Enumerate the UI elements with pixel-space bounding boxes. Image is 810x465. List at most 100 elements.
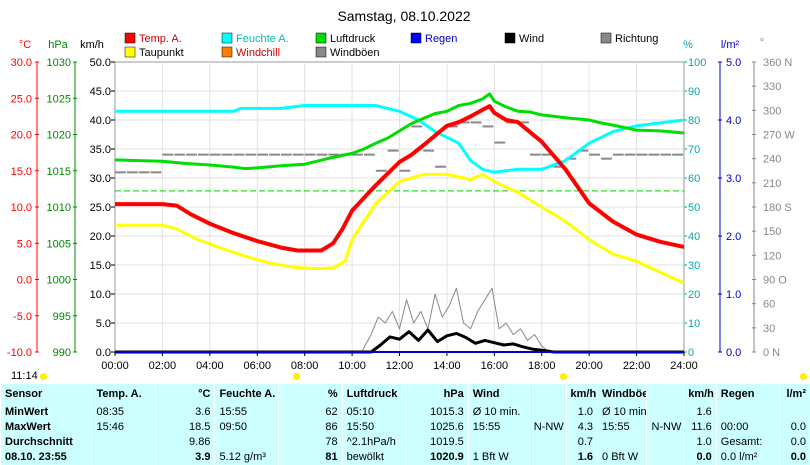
legend-swatch bbox=[315, 32, 327, 44]
stats-cell: 15:55 bbox=[214, 404, 278, 420]
stats-cell: 0 Bft W bbox=[597, 449, 647, 465]
stats-body: MinWert 08:35 3.6 15:55 62 05:10 1015.3 Ø 10 mi… bbox=[0, 404, 810, 465]
stats-cell: Ø 10 min. bbox=[467, 404, 530, 420]
stats-cell: ^2.1hPa/h bbox=[341, 434, 406, 450]
series-line-wind bbox=[115, 328, 684, 354]
axis-unit-label: ° bbox=[760, 37, 764, 49]
stats-cell: 15:55 bbox=[467, 419, 530, 435]
legend-label: Feuchte A. bbox=[236, 33, 289, 45]
stats-cell: 86 bbox=[277, 419, 343, 435]
y-tick-label: 35.0 bbox=[90, 144, 111, 156]
axis-unit-label: °C bbox=[19, 39, 31, 51]
y-tick-label: 270 W bbox=[763, 130, 795, 142]
legend-label: Wind bbox=[519, 33, 544, 45]
legend-label: Regen bbox=[425, 33, 457, 45]
stats-header: Temp. A. bbox=[91, 384, 156, 405]
y-tick-label: 2.0 bbox=[726, 231, 741, 243]
status-marker bbox=[800, 373, 807, 380]
stats-cell: 1015.3 bbox=[404, 404, 469, 420]
y-tick-label: 120 bbox=[763, 250, 781, 262]
y-tick-label: 0.0 bbox=[17, 275, 32, 287]
y-tick-label: 1000 bbox=[47, 275, 71, 287]
legend-label: Windchill bbox=[236, 47, 280, 59]
stats-cell bbox=[91, 449, 156, 465]
y-tick-label: 0.0 bbox=[726, 347, 741, 359]
stats-cell: 9.86 bbox=[154, 434, 215, 450]
axis-unit-label: % bbox=[683, 39, 693, 51]
stats-header-spacer bbox=[528, 384, 566, 405]
stats-cell: 4.3 bbox=[565, 419, 598, 435]
stats-header: hPa bbox=[404, 384, 469, 405]
x-tick-label: 12:00 bbox=[386, 360, 414, 372]
stats-cell: bewölkt bbox=[341, 449, 406, 465]
x-tick-label: 02:00 bbox=[149, 360, 177, 372]
series-line-windb-en bbox=[115, 287, 684, 353]
axis-unit-label: l/m² bbox=[721, 39, 740, 51]
stats-header: °C bbox=[154, 384, 215, 405]
status-marker bbox=[293, 373, 300, 380]
stats-row-label: MinWert bbox=[0, 404, 92, 420]
stats-cell: 1.0 bbox=[683, 434, 717, 450]
stats-cell: 15:55 bbox=[597, 419, 647, 435]
stats-row: MinWert 08:35 3.6 15:55 62 05:10 1015.3 Ø 10 mi… bbox=[0, 404, 810, 420]
stats-cell bbox=[528, 434, 566, 450]
y-tick-label: 5.0 bbox=[96, 318, 111, 330]
stats-header: km/h bbox=[565, 384, 598, 405]
legend-swatch bbox=[410, 32, 422, 44]
legend-label: Richtung bbox=[615, 33, 658, 45]
y-tick-label: 1030 bbox=[47, 57, 71, 69]
y-tick-label: 0.0 bbox=[96, 347, 111, 359]
y-tick-label: 50.0 bbox=[90, 57, 111, 69]
stats-cell: 3.9 bbox=[154, 449, 215, 465]
stats-header: % bbox=[277, 384, 343, 405]
stats-cell: 05:10 bbox=[341, 404, 406, 420]
y-tick-label: 30 bbox=[763, 323, 775, 335]
legend-label: Temp. A. bbox=[139, 33, 182, 45]
y-tick-label: 20 bbox=[688, 289, 700, 301]
stats-cell bbox=[214, 434, 278, 450]
y-tick-label: 10 bbox=[688, 318, 700, 330]
stats-cell bbox=[646, 449, 684, 465]
stats-cell: 1020.9 bbox=[404, 449, 469, 465]
stats-cell: 09:50 bbox=[214, 419, 278, 435]
legend-label: Luftdruck bbox=[330, 33, 376, 45]
y-tick-label: 45.0 bbox=[90, 86, 111, 98]
y-tick-label: 330 bbox=[763, 81, 781, 93]
y-tick-label: 40.0 bbox=[90, 115, 111, 127]
y-tick-label: 90 bbox=[688, 86, 700, 98]
legend-swatch bbox=[221, 32, 233, 44]
stats-cell: 1.0 bbox=[565, 404, 598, 420]
statistics-table: Sensor Temp. A. °C Feuchte A. % Luftdruc… bbox=[0, 384, 810, 465]
x-tick-label: 18:00 bbox=[528, 360, 556, 372]
axis-unit-label: km/h bbox=[80, 39, 104, 51]
stats-cell: 11.6 bbox=[683, 419, 717, 435]
stats-header: Windböen bbox=[597, 384, 647, 405]
stats-row: MaxWert 15:46 18.5 09:50 86 15:50 1025.6 15:55 N… bbox=[0, 419, 810, 435]
x-tick-label: 10:00 bbox=[338, 360, 366, 372]
stats-cell: 0.0 bbox=[778, 449, 810, 465]
series-line-temp-a bbox=[115, 104, 685, 253]
stats-header-row: Sensor Temp. A. °C Feuchte A. % Luftdruc… bbox=[0, 384, 810, 405]
stats-cell: 18.5 bbox=[154, 419, 215, 435]
y-tick-label: 15.0 bbox=[11, 166, 32, 178]
series-line-luftdruck bbox=[114, 92, 685, 171]
stats-cell: 1 Bft W bbox=[467, 449, 530, 465]
stats-cell: 0.7 bbox=[565, 434, 598, 450]
stats-header: Regen bbox=[715, 384, 780, 405]
stats-cell: 1.6 bbox=[565, 449, 598, 465]
y-tick-label: 1005 bbox=[47, 238, 71, 250]
y-tick-label: 1015 bbox=[47, 166, 71, 178]
axis-unit-label: hPa bbox=[48, 39, 68, 51]
stats-cell: 0.0 bbox=[778, 419, 810, 435]
y-tick-label: 30.0 bbox=[11, 57, 32, 69]
stats-cell bbox=[91, 434, 156, 450]
legend-swatch bbox=[221, 46, 233, 58]
stats-cell: 1019.5 bbox=[404, 434, 469, 450]
stats-row-label: 08.10. 23:55 bbox=[0, 449, 92, 465]
stats-header: Wind bbox=[467, 384, 530, 405]
stats-cell: 78 bbox=[277, 434, 343, 450]
stats-cell bbox=[467, 434, 530, 450]
legend-swatch bbox=[600, 32, 612, 44]
stats-cell: 0.0 bbox=[683, 449, 717, 465]
legend-swatch bbox=[504, 32, 516, 44]
